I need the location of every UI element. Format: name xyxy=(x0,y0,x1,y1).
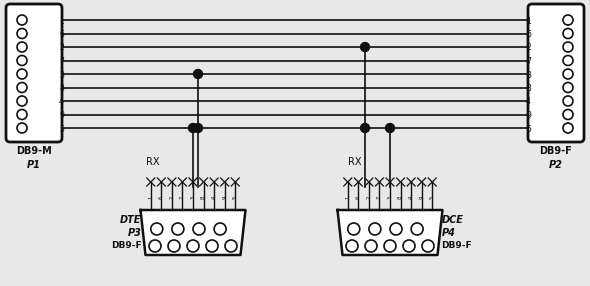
Circle shape xyxy=(563,69,573,79)
Polygon shape xyxy=(140,210,245,255)
Text: 4: 4 xyxy=(59,98,64,106)
Text: 3: 3 xyxy=(59,71,64,80)
Text: 1: 1 xyxy=(148,195,153,199)
Text: 1: 1 xyxy=(59,17,64,25)
Circle shape xyxy=(151,223,163,235)
Circle shape xyxy=(17,42,27,52)
Text: P3: P3 xyxy=(127,228,142,238)
Circle shape xyxy=(17,123,27,133)
Circle shape xyxy=(422,240,434,252)
Text: DCE: DCE xyxy=(441,215,463,225)
Text: 2: 2 xyxy=(59,43,64,53)
Circle shape xyxy=(194,124,202,132)
Text: 2: 2 xyxy=(366,195,371,199)
Text: 3: 3 xyxy=(388,195,392,198)
Circle shape xyxy=(563,96,573,106)
Circle shape xyxy=(411,223,423,235)
Circle shape xyxy=(206,240,218,252)
Circle shape xyxy=(369,223,381,235)
Circle shape xyxy=(225,240,237,252)
Text: 7: 7 xyxy=(377,195,382,199)
Circle shape xyxy=(172,223,184,235)
Circle shape xyxy=(384,240,396,252)
Text: DB9-M: DB9-M xyxy=(16,146,52,156)
Text: 9: 9 xyxy=(222,195,227,199)
Text: 1: 1 xyxy=(345,195,350,199)
Circle shape xyxy=(17,15,27,25)
FancyBboxPatch shape xyxy=(6,4,62,142)
Circle shape xyxy=(149,240,161,252)
Text: DB9-F: DB9-F xyxy=(441,241,472,250)
Text: 2: 2 xyxy=(169,195,175,199)
Text: 3: 3 xyxy=(526,71,531,80)
Circle shape xyxy=(563,29,573,39)
Text: 8: 8 xyxy=(526,84,531,93)
Circle shape xyxy=(365,240,377,252)
Circle shape xyxy=(168,240,180,252)
Text: RX: RX xyxy=(146,157,160,167)
Circle shape xyxy=(563,82,573,92)
Circle shape xyxy=(17,82,27,92)
Circle shape xyxy=(563,15,573,25)
Text: 8: 8 xyxy=(59,84,64,93)
Text: 6: 6 xyxy=(526,30,531,39)
Text: 7: 7 xyxy=(180,195,185,199)
Text: 9: 9 xyxy=(59,111,64,120)
Text: 7: 7 xyxy=(59,57,64,66)
Text: 4: 4 xyxy=(212,195,217,199)
Text: 9: 9 xyxy=(526,111,531,120)
Circle shape xyxy=(346,240,358,252)
Circle shape xyxy=(563,42,573,52)
Circle shape xyxy=(360,43,369,51)
Text: 4: 4 xyxy=(526,98,531,106)
Circle shape xyxy=(403,240,415,252)
Text: 8: 8 xyxy=(398,195,403,199)
Text: 5: 5 xyxy=(59,124,64,134)
Text: DB9-F: DB9-F xyxy=(111,241,142,250)
Text: 2: 2 xyxy=(526,43,531,53)
Text: 8: 8 xyxy=(201,195,206,199)
Circle shape xyxy=(563,123,573,133)
Text: 6: 6 xyxy=(159,195,164,199)
Text: 1: 1 xyxy=(526,17,531,25)
Polygon shape xyxy=(337,210,442,255)
Circle shape xyxy=(17,29,27,39)
Text: 5: 5 xyxy=(232,195,238,199)
Circle shape xyxy=(390,223,402,235)
Text: DTE: DTE xyxy=(120,215,142,225)
Text: 6: 6 xyxy=(59,30,64,39)
Circle shape xyxy=(17,96,27,106)
Circle shape xyxy=(348,223,360,235)
Text: P2: P2 xyxy=(549,160,563,170)
Circle shape xyxy=(385,124,395,132)
Circle shape xyxy=(188,124,198,132)
Text: 5: 5 xyxy=(526,124,531,134)
Text: P1: P1 xyxy=(27,160,41,170)
Text: DB9-F: DB9-F xyxy=(540,146,572,156)
Circle shape xyxy=(17,69,27,79)
Circle shape xyxy=(360,124,369,132)
Circle shape xyxy=(17,110,27,120)
Text: 6: 6 xyxy=(356,195,361,199)
Circle shape xyxy=(17,55,27,65)
Text: RX: RX xyxy=(348,157,362,167)
Text: 5: 5 xyxy=(430,195,435,199)
Circle shape xyxy=(563,55,573,65)
Circle shape xyxy=(187,240,199,252)
Circle shape xyxy=(214,223,226,235)
Circle shape xyxy=(563,110,573,120)
Text: P4: P4 xyxy=(441,228,455,238)
Circle shape xyxy=(193,223,205,235)
Text: 3: 3 xyxy=(191,195,195,198)
Circle shape xyxy=(194,69,202,78)
FancyBboxPatch shape xyxy=(528,4,584,142)
Text: 7: 7 xyxy=(526,57,531,66)
Text: 9: 9 xyxy=(419,195,424,199)
Text: 4: 4 xyxy=(409,195,414,199)
